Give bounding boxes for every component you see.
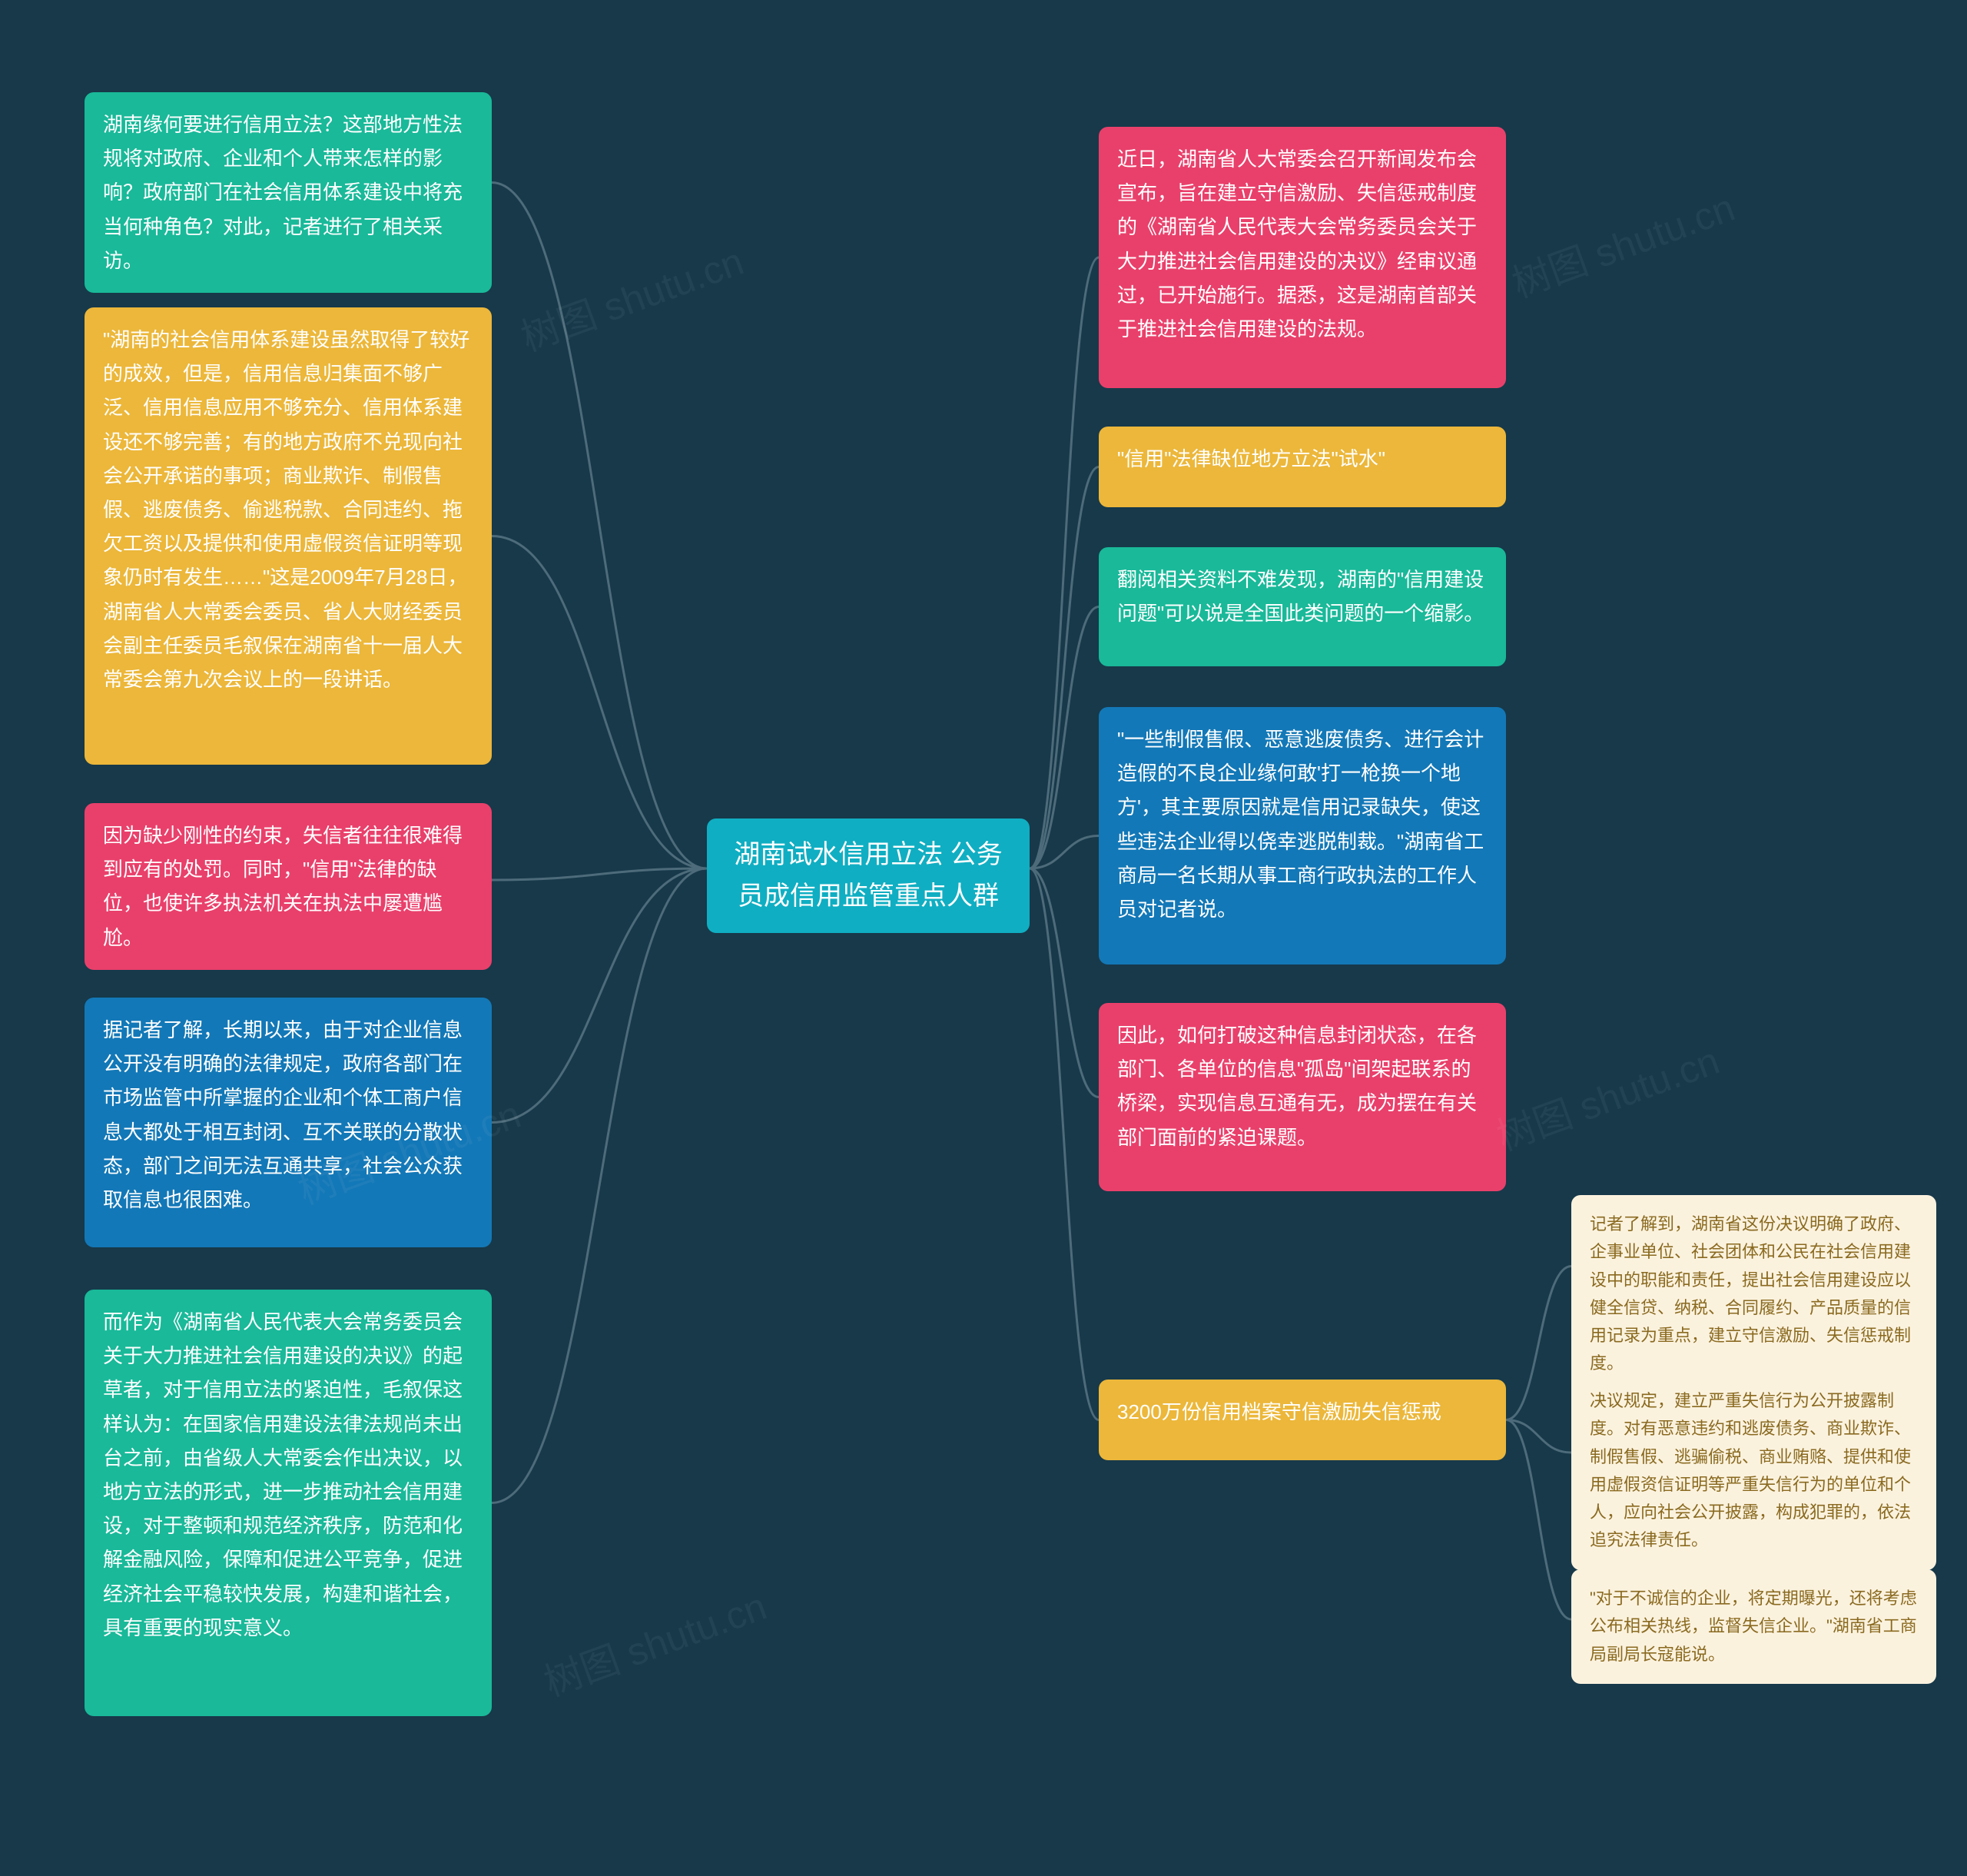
center-node-text: 湖南试水信用立法 公务员成信用监管重点人群 <box>734 840 1002 911</box>
left-branch-node: 而作为《湖南省人民代表大会常务委员会关于大力推进社会信用建设的决议》的起草者，对… <box>85 1290 492 1716</box>
right-branch-node-text: "一些制假售假、恶意逃废债务、进行会计造假的不良企业缘何敢'打一枪换一个地方'，… <box>1117 728 1484 921</box>
left-branch-node: 湖南缘何要进行信用立法？这部地方性法规将对政府、企业和个人带来怎样的影响？政府部… <box>85 92 492 293</box>
left-branch-node-text: "湖南的社会信用体系建设虽然取得了较好的成效，但是，信用信息归集面不够广泛、信用… <box>103 328 469 691</box>
sub-branch-node-text: 记者了解到，湖南省这份决议明确了政府、企事业单位、社会团体和公民在社会信用建设中… <box>1590 1214 1911 1373</box>
watermark: 树图 shutu.cn <box>1504 177 1741 308</box>
right-branch-node: "一些制假售假、恶意逃废债务、进行会计造假的不良企业缘何敢'打一枪换一个地方'，… <box>1099 707 1506 965</box>
right-branch-node-text: 翻阅相关资料不难发现，湖南的"信用建设问题"可以说是全国此类问题的一个缩影。 <box>1117 568 1484 625</box>
right-branch-node: 因此，如何打破这种信息封闭状态，在各部门、各单位的信息"孤岛"间架起联系的桥梁，… <box>1099 1003 1506 1191</box>
sub-branch-node-text: "对于不诚信的企业，将定期曝光，还将考虑公布相关热线，监督失信企业。"湖南省工商… <box>1590 1589 1917 1664</box>
watermark: 树图 shutu.cn <box>1488 1030 1726 1161</box>
left-branch-node: 因为缺少刚性的约束，失信者往往很难得到应有的处罚。同时，"信用"法律的缺位，也使… <box>85 803 492 970</box>
right-branch-node: 翻阅相关资料不难发现，湖南的"信用建设问题"可以说是全国此类问题的一个缩影。 <box>1099 547 1506 666</box>
left-branch-node-text: 湖南缘何要进行信用立法？这部地方性法规将对政府、企业和个人带来怎样的影响？政府部… <box>103 113 463 272</box>
watermark: 树图 shutu.cn <box>536 1576 773 1707</box>
right-branch-node: 近日，湖南省人大常委会召开新闻发布会宣布，旨在建立守信激励、失信惩戒制度的《湖南… <box>1099 127 1506 388</box>
right-branch-node: 3200万份信用档案守信激励失信惩戒 <box>1099 1380 1506 1460</box>
right-branch-node: "信用"法律缺位地方立法"试水" <box>1099 427 1506 507</box>
left-branch-node-text: 而作为《湖南省人民代表大会常务委员会关于大力推进社会信用建设的决议》的起草者，对… <box>103 1310 463 1639</box>
sub-branch-node: "对于不诚信的企业，将定期曝光，还将考虑公布相关热线，监督失信企业。"湖南省工商… <box>1571 1569 1936 1684</box>
left-branch-node-text: 据记者了解，长期以来，由于对企业信息公开没有明确的法律规定，政府各部门在市场监管… <box>103 1018 463 1211</box>
left-branch-node-text: 因为缺少刚性的约束，失信者往往很难得到应有的处罚。同时，"信用"法律的缺位，也使… <box>103 824 463 949</box>
right-branch-node-text: 因此，如何打破这种信息封闭状态，在各部门、各单位的信息"孤岛"间架起联系的桥梁，… <box>1117 1024 1477 1149</box>
right-branch-node-text: 近日，湖南省人大常委会召开新闻发布会宣布，旨在建立守信激励、失信惩戒制度的《湖南… <box>1117 148 1477 340</box>
watermark: 树图 shutu.cn <box>512 231 750 362</box>
sub-branch-node: 记者了解到，湖南省这份决议明确了政府、企事业单位、社会团体和公民在社会信用建设中… <box>1571 1195 1936 1393</box>
center-node: 湖南试水信用立法 公务员成信用监管重点人群 <box>707 818 1030 933</box>
sub-branch-node: 决议规定，建立严重失信行为公开披露制度。对有恶意违约和逃废债务、商业欺诈、制假售… <box>1571 1372 1936 1570</box>
right-branch-node-text: "信用"法律缺位地方立法"试水" <box>1117 447 1385 470</box>
right-branch-node-text: 3200万份信用档案守信激励失信惩戒 <box>1117 1400 1441 1423</box>
left-branch-node: 据记者了解，长期以来，由于对企业信息公开没有明确的法律规定，政府各部门在市场监管… <box>85 998 492 1247</box>
left-branch-node: "湖南的社会信用体系建设虽然取得了较好的成效，但是，信用信息归集面不够广泛、信用… <box>85 307 492 765</box>
sub-branch-node-text: 决议规定，建立严重失信行为公开披露制度。对有恶意违约和逃废债务、商业欺诈、制假售… <box>1590 1391 1911 1549</box>
